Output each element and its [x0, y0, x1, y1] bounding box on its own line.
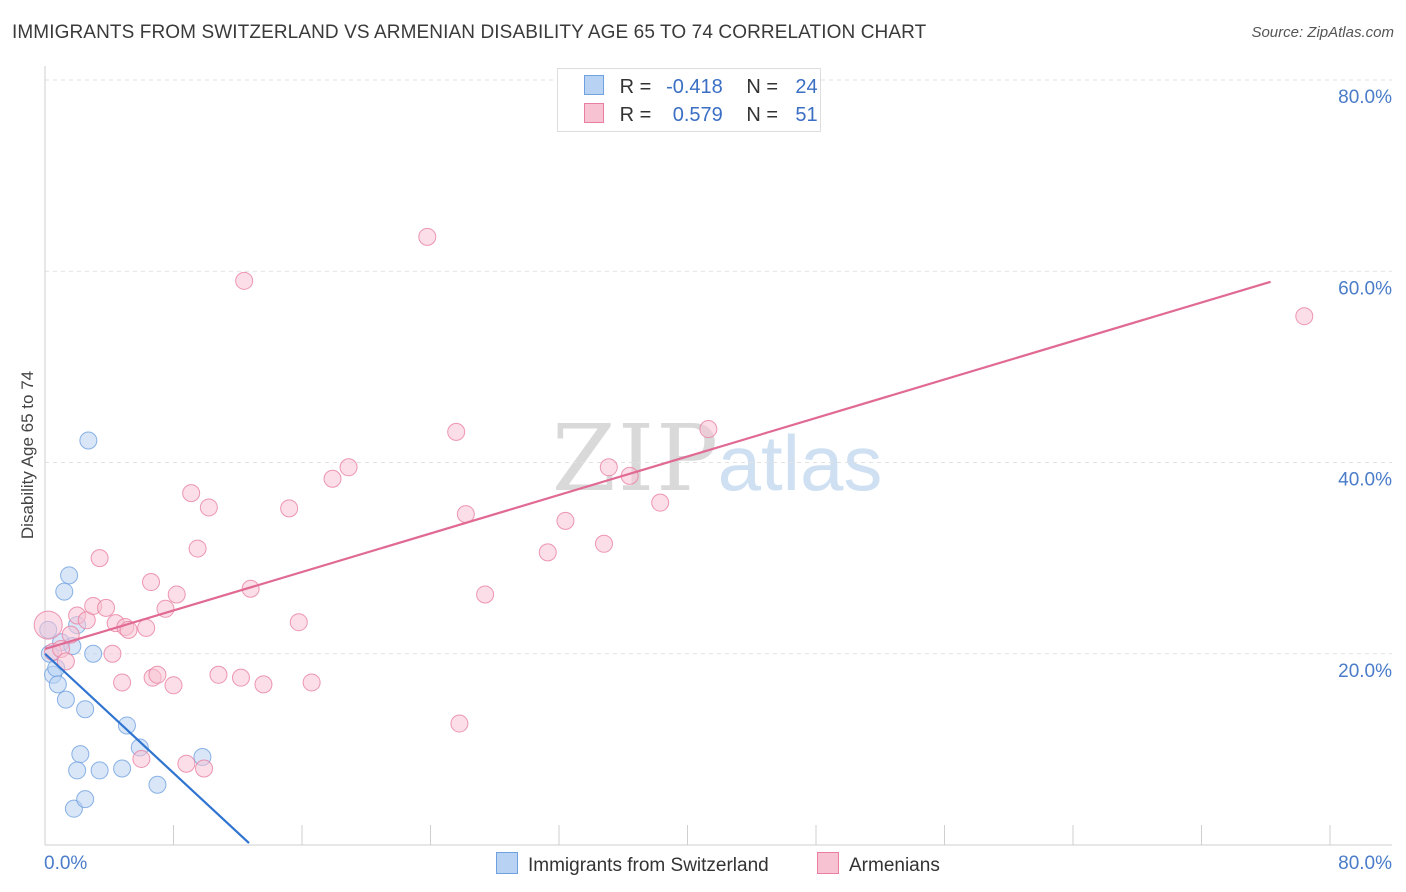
point-armenians	[450, 714, 469, 733]
point-switzerland	[117, 716, 136, 735]
point-armenians	[1295, 307, 1314, 326]
point-armenians	[599, 458, 618, 477]
legend-r-label: R =	[619, 104, 652, 126]
x-tick-label-min: 0.0%	[44, 853, 87, 874]
point-switzerland	[76, 700, 95, 719]
point-armenians	[103, 644, 122, 663]
bottom-legend-switzerland: Immigrants from Switzerland	[496, 852, 769, 877]
point-armenians	[241, 579, 260, 598]
point-switzerland	[76, 790, 95, 809]
y-tick-label: 60.0%	[1338, 278, 1392, 299]
trend-line-armenians	[44, 280, 1271, 651]
legend-swatch-switzerland	[584, 75, 604, 95]
point-switzerland	[84, 644, 103, 663]
stats-legend: R = -0.418 N = 24 R = 0.579 N = 51	[557, 68, 821, 132]
point-armenians	[164, 676, 183, 695]
x-tick-label-max: 80.0%	[1338, 853, 1392, 874]
watermark-zip: ZIP	[552, 405, 720, 512]
point-switzerland	[60, 566, 79, 585]
point-armenians	[538, 543, 557, 562]
point-armenians	[447, 422, 466, 441]
point-switzerland	[71, 745, 90, 764]
point-armenians	[476, 585, 495, 604]
point-armenians	[182, 484, 201, 503]
point-armenians	[556, 511, 575, 530]
point-switzerland	[79, 431, 98, 450]
axes	[44, 66, 1392, 846]
y-tick-label: 20.0%	[1338, 661, 1392, 682]
point-armenians	[209, 665, 228, 684]
point-armenians	[323, 469, 342, 488]
point-armenians	[199, 498, 218, 517]
chart-source: Source: ZipAtlas.com	[1251, 24, 1394, 41]
chart-title: IMMIGRANTS FROM SWITZERLAND VS ARMENIAN …	[12, 22, 927, 43]
watermark: ZIP atlas	[552, 405, 882, 512]
point-switzerland	[68, 761, 87, 780]
gridlines	[45, 79, 1392, 655]
bottom-legend-swatch-switzerland	[496, 852, 518, 874]
legend-row-armenians: R = 0.579 N = 51	[584, 103, 818, 127]
legend-swatch-armenians	[584, 103, 604, 123]
point-armenians	[97, 598, 116, 617]
legend-r-value-switzerland: -0.418	[666, 76, 723, 98]
point-armenians	[113, 673, 132, 692]
point-armenians	[339, 458, 358, 477]
point-armenians	[699, 420, 718, 439]
legend-n-label: N =	[746, 76, 779, 98]
bottom-legend-swatch-armenians	[817, 852, 839, 874]
point-armenians	[142, 573, 161, 592]
point-switzerland	[113, 759, 132, 778]
point-armenians	[231, 668, 250, 687]
point-armenians	[148, 665, 167, 684]
point-switzerland	[56, 690, 75, 709]
point-armenians	[167, 585, 186, 604]
data-points	[33, 227, 1314, 818]
point-armenians	[90, 549, 109, 568]
legend-row-switzerland: R = -0.418 N = 24	[584, 75, 818, 99]
trend-line-switzerland	[44, 652, 250, 844]
trend-lines	[44, 280, 1271, 844]
point-switzerland	[148, 775, 167, 794]
point-armenians	[302, 673, 321, 692]
point-armenians	[195, 759, 214, 778]
point-armenians	[188, 539, 207, 558]
point-armenians	[289, 613, 308, 632]
bottom-legend-label-switzerland: Immigrants from Switzerland	[528, 855, 769, 876]
legend-n-value-armenians: 51	[795, 104, 818, 126]
point-armenians	[594, 534, 613, 553]
legend-r-label: R =	[619, 76, 652, 98]
point-armenians	[56, 652, 75, 671]
point-armenians	[418, 227, 437, 246]
point-armenians	[280, 499, 299, 518]
point-armenians	[177, 754, 196, 773]
point-armenians	[651, 493, 670, 512]
point-switzerland	[48, 675, 67, 694]
point-switzerland	[55, 582, 74, 601]
tick-labels: 20.0% 40.0% 60.0% 80.0% 0.0% 80.0%	[44, 87, 1392, 874]
legend-n-label: N =	[746, 104, 779, 126]
point-armenians	[33, 610, 63, 640]
y-tick-label: 80.0%	[1338, 87, 1392, 108]
point-armenians	[137, 618, 156, 637]
point-armenians	[235, 271, 254, 290]
bottom-legend-label-armenians: Armenians	[849, 855, 940, 876]
point-switzerland	[90, 761, 109, 780]
point-armenians	[254, 675, 273, 694]
y-tick-label: 40.0%	[1338, 470, 1392, 491]
bottom-legend-armenians: Armenians	[817, 852, 940, 877]
legend-n-value-switzerland: 24	[795, 76, 818, 98]
legend-r-value-armenians: 0.579	[672, 104, 723, 126]
point-armenians	[132, 749, 151, 768]
